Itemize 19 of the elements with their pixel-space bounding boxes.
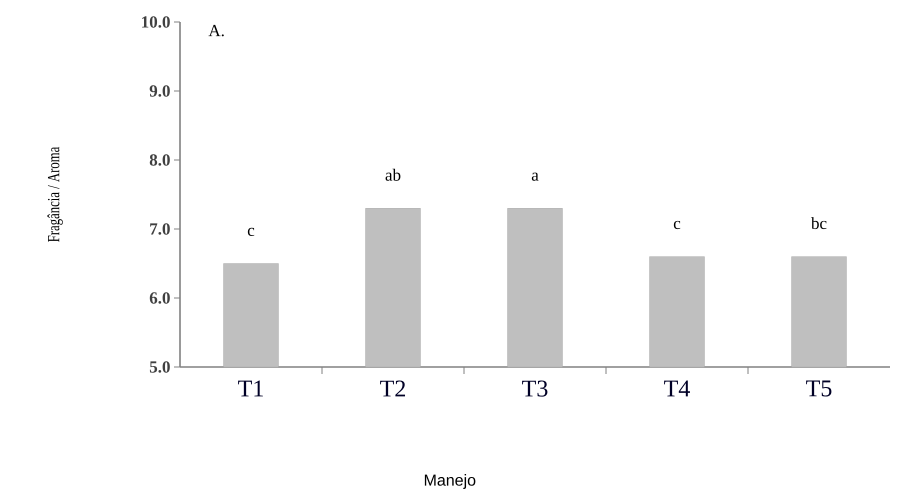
x-tick-label: T3 xyxy=(522,380,548,397)
y-tick-label: 8.0 xyxy=(150,154,170,166)
y-tick-label: 6.0 xyxy=(150,292,170,304)
y-tick-label: 5.0 xyxy=(150,361,170,373)
annotation: bc xyxy=(810,217,827,230)
annotation: A. xyxy=(208,24,224,36)
y-axis-title: Fragância / Aroma xyxy=(47,146,63,242)
x-tick-label: T1 xyxy=(238,380,263,396)
y-tick-label: 9.0 xyxy=(150,85,170,97)
annotation: a xyxy=(532,172,539,181)
x-axis-title: Manejo xyxy=(424,474,476,489)
x-tick-label: T2 xyxy=(380,380,406,396)
annotation: c xyxy=(674,220,680,230)
y-tick-label: 7.0 xyxy=(150,223,170,235)
x-tick-label: T5 xyxy=(806,380,832,396)
y-tick-label: 10.0 xyxy=(142,16,170,28)
annotation: c xyxy=(248,228,254,236)
x-tick-label: T4 xyxy=(664,380,690,396)
annotation: ab xyxy=(386,168,400,181)
